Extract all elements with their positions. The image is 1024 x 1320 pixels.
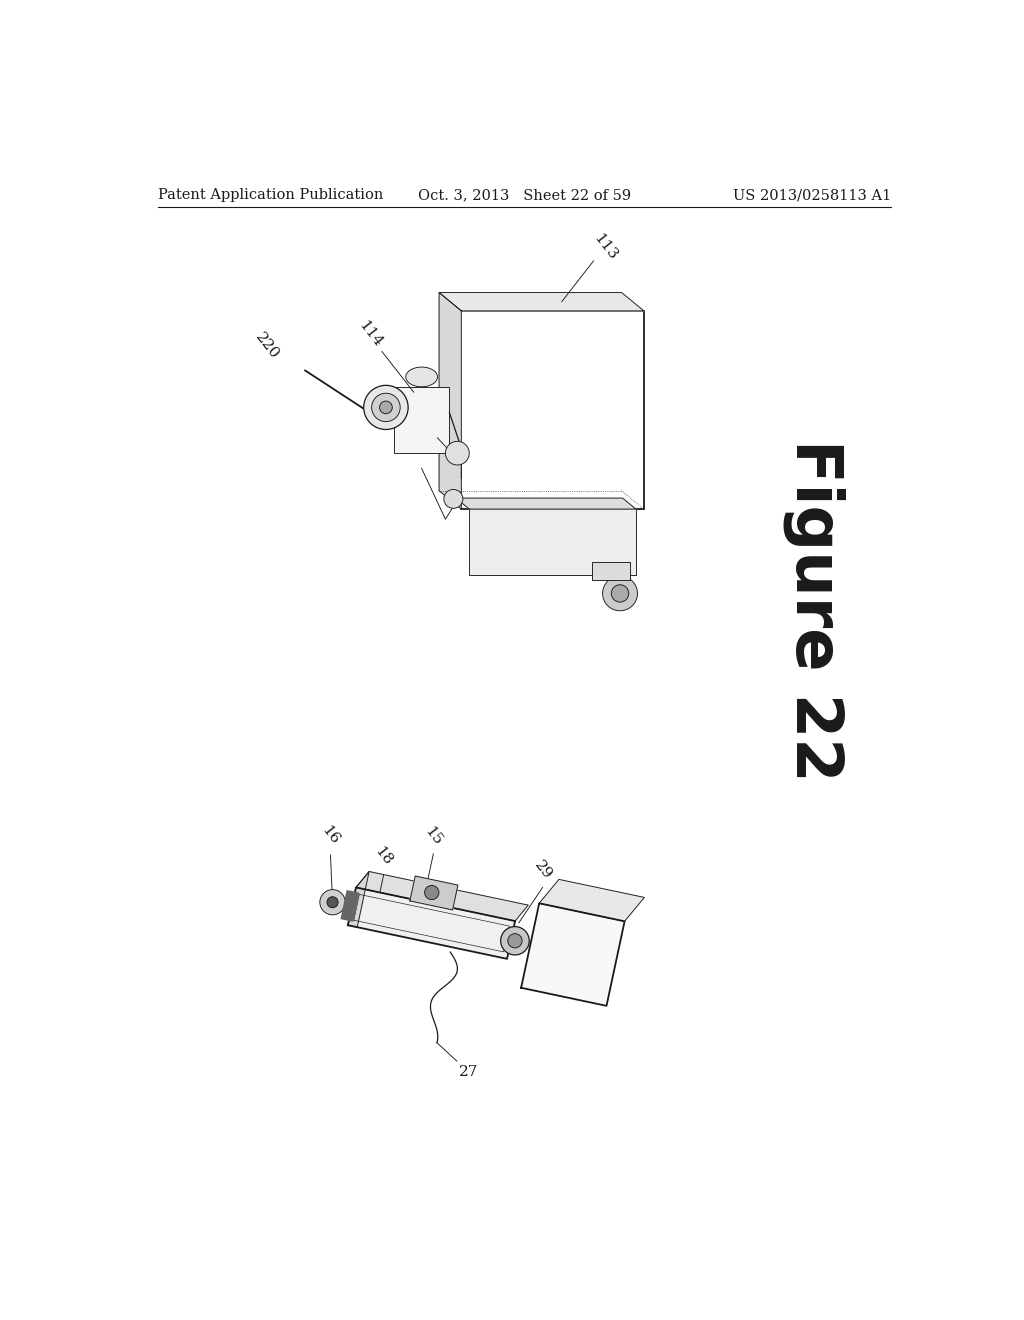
Ellipse shape bbox=[319, 890, 345, 915]
Ellipse shape bbox=[611, 585, 629, 602]
Ellipse shape bbox=[425, 886, 439, 900]
Ellipse shape bbox=[443, 490, 463, 508]
Polygon shape bbox=[540, 879, 644, 921]
Ellipse shape bbox=[380, 401, 392, 413]
Polygon shape bbox=[521, 903, 625, 1006]
Polygon shape bbox=[341, 891, 358, 921]
Bar bbox=[461, 310, 644, 510]
Text: 29: 29 bbox=[531, 858, 554, 882]
Text: Figure 22: Figure 22 bbox=[783, 440, 846, 781]
Ellipse shape bbox=[602, 576, 638, 611]
Text: 16: 16 bbox=[318, 822, 342, 847]
Polygon shape bbox=[456, 498, 636, 510]
Ellipse shape bbox=[508, 933, 522, 948]
Polygon shape bbox=[439, 293, 644, 312]
Ellipse shape bbox=[372, 393, 400, 421]
Text: US 2013/0258113 A1: US 2013/0258113 A1 bbox=[733, 189, 892, 202]
Bar bbox=[469, 510, 636, 576]
Bar bbox=[394, 387, 450, 453]
Ellipse shape bbox=[406, 367, 437, 387]
Ellipse shape bbox=[364, 385, 409, 429]
Bar bbox=[592, 562, 631, 581]
Text: 18: 18 bbox=[372, 845, 395, 869]
Text: Patent Application Publication: Patent Application Publication bbox=[158, 189, 384, 202]
Text: 114: 114 bbox=[355, 318, 385, 350]
Text: 113: 113 bbox=[591, 231, 620, 263]
Polygon shape bbox=[439, 293, 461, 510]
Ellipse shape bbox=[501, 927, 529, 954]
Ellipse shape bbox=[445, 441, 469, 465]
Polygon shape bbox=[410, 876, 458, 909]
Ellipse shape bbox=[327, 896, 338, 908]
Text: 220: 220 bbox=[252, 330, 282, 362]
Polygon shape bbox=[356, 871, 528, 921]
Text: 15: 15 bbox=[422, 824, 444, 847]
Polygon shape bbox=[348, 871, 369, 927]
Text: 27: 27 bbox=[459, 1065, 478, 1080]
Text: Oct. 3, 2013   Sheet 22 of 59: Oct. 3, 2013 Sheet 22 of 59 bbox=[418, 189, 632, 202]
Polygon shape bbox=[348, 887, 515, 958]
